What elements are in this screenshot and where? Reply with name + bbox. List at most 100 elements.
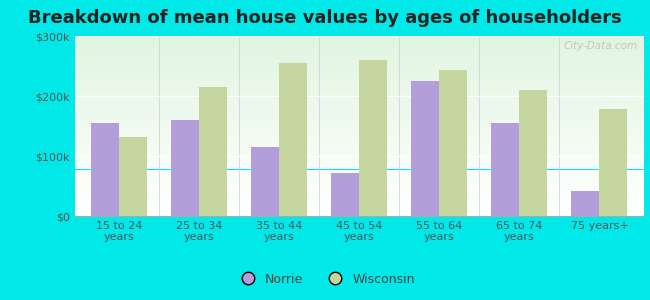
Bar xyxy=(75,120,644,122)
Bar xyxy=(75,141,644,142)
Bar xyxy=(75,100,644,102)
Bar xyxy=(171,120,199,216)
Bar xyxy=(75,208,644,210)
Bar xyxy=(75,87,644,88)
Bar xyxy=(75,201,644,202)
Bar xyxy=(75,204,644,206)
Bar xyxy=(251,147,279,216)
Bar xyxy=(75,51,644,52)
Bar xyxy=(491,123,519,216)
Bar xyxy=(75,108,644,110)
Bar xyxy=(75,117,644,118)
Bar xyxy=(75,94,644,96)
Bar xyxy=(75,84,644,86)
Bar xyxy=(75,38,644,39)
Bar xyxy=(75,64,644,66)
Bar xyxy=(75,76,644,78)
Bar xyxy=(75,74,644,75)
Bar xyxy=(199,87,227,216)
Bar xyxy=(75,72,644,74)
Bar xyxy=(75,50,644,51)
Bar xyxy=(75,168,644,170)
Bar xyxy=(75,132,644,134)
Bar xyxy=(75,46,644,48)
Bar xyxy=(75,165,644,166)
Bar xyxy=(75,128,644,129)
Bar xyxy=(75,45,644,46)
Bar xyxy=(75,212,644,213)
Bar xyxy=(75,130,644,132)
Bar xyxy=(75,98,644,99)
Bar xyxy=(519,90,547,216)
Bar xyxy=(75,213,644,214)
Bar xyxy=(75,207,644,208)
Bar xyxy=(75,136,644,138)
Bar xyxy=(75,93,644,94)
Bar xyxy=(75,70,644,72)
Bar xyxy=(75,36,644,38)
Bar xyxy=(411,81,439,216)
Bar xyxy=(75,167,644,168)
Bar xyxy=(75,153,644,154)
Bar xyxy=(75,81,644,82)
Bar xyxy=(279,63,307,216)
Bar xyxy=(75,85,644,87)
Bar xyxy=(75,40,644,42)
Bar xyxy=(75,78,644,80)
Bar xyxy=(359,60,387,216)
Bar xyxy=(75,176,644,177)
Bar xyxy=(75,114,644,116)
Bar xyxy=(571,191,599,216)
Bar xyxy=(75,63,644,64)
Bar xyxy=(75,103,644,105)
Bar xyxy=(75,206,644,207)
Text: Breakdown of mean house values by ages of householders: Breakdown of mean house values by ages o… xyxy=(28,9,622,27)
Bar xyxy=(75,99,644,100)
Bar xyxy=(75,164,644,165)
Bar xyxy=(75,174,644,176)
Bar xyxy=(75,144,644,146)
Bar xyxy=(75,44,644,45)
Bar xyxy=(75,69,644,70)
Text: City-Data.com: City-Data.com xyxy=(564,41,638,51)
Bar xyxy=(75,112,644,114)
Bar xyxy=(75,122,644,123)
Bar xyxy=(75,142,644,144)
Bar xyxy=(75,159,644,160)
Bar xyxy=(75,178,644,180)
Bar xyxy=(75,140,644,141)
Bar xyxy=(75,200,644,201)
Bar xyxy=(75,171,644,172)
Bar xyxy=(75,152,644,153)
Bar xyxy=(75,210,644,212)
Bar xyxy=(75,92,644,93)
Bar xyxy=(75,160,644,162)
Bar xyxy=(75,116,644,117)
Bar xyxy=(75,118,644,120)
Bar xyxy=(75,58,644,60)
Bar xyxy=(75,154,644,156)
Bar xyxy=(75,88,644,90)
Bar xyxy=(75,111,644,112)
Bar xyxy=(75,42,644,44)
Bar xyxy=(75,172,644,174)
Bar xyxy=(75,182,644,183)
Bar xyxy=(75,190,644,192)
Bar xyxy=(75,106,644,108)
Bar xyxy=(75,102,644,104)
Bar xyxy=(75,54,644,56)
Bar xyxy=(75,48,644,50)
Bar xyxy=(75,129,644,130)
Bar xyxy=(75,189,644,190)
Bar xyxy=(75,66,644,68)
Bar xyxy=(119,137,147,216)
Bar xyxy=(75,183,644,184)
Bar xyxy=(75,198,644,200)
Bar xyxy=(75,110,644,111)
Bar xyxy=(75,162,644,164)
Bar xyxy=(75,134,644,135)
Bar xyxy=(75,177,644,178)
Bar xyxy=(75,184,644,186)
Bar xyxy=(75,52,644,54)
Bar xyxy=(75,68,644,69)
